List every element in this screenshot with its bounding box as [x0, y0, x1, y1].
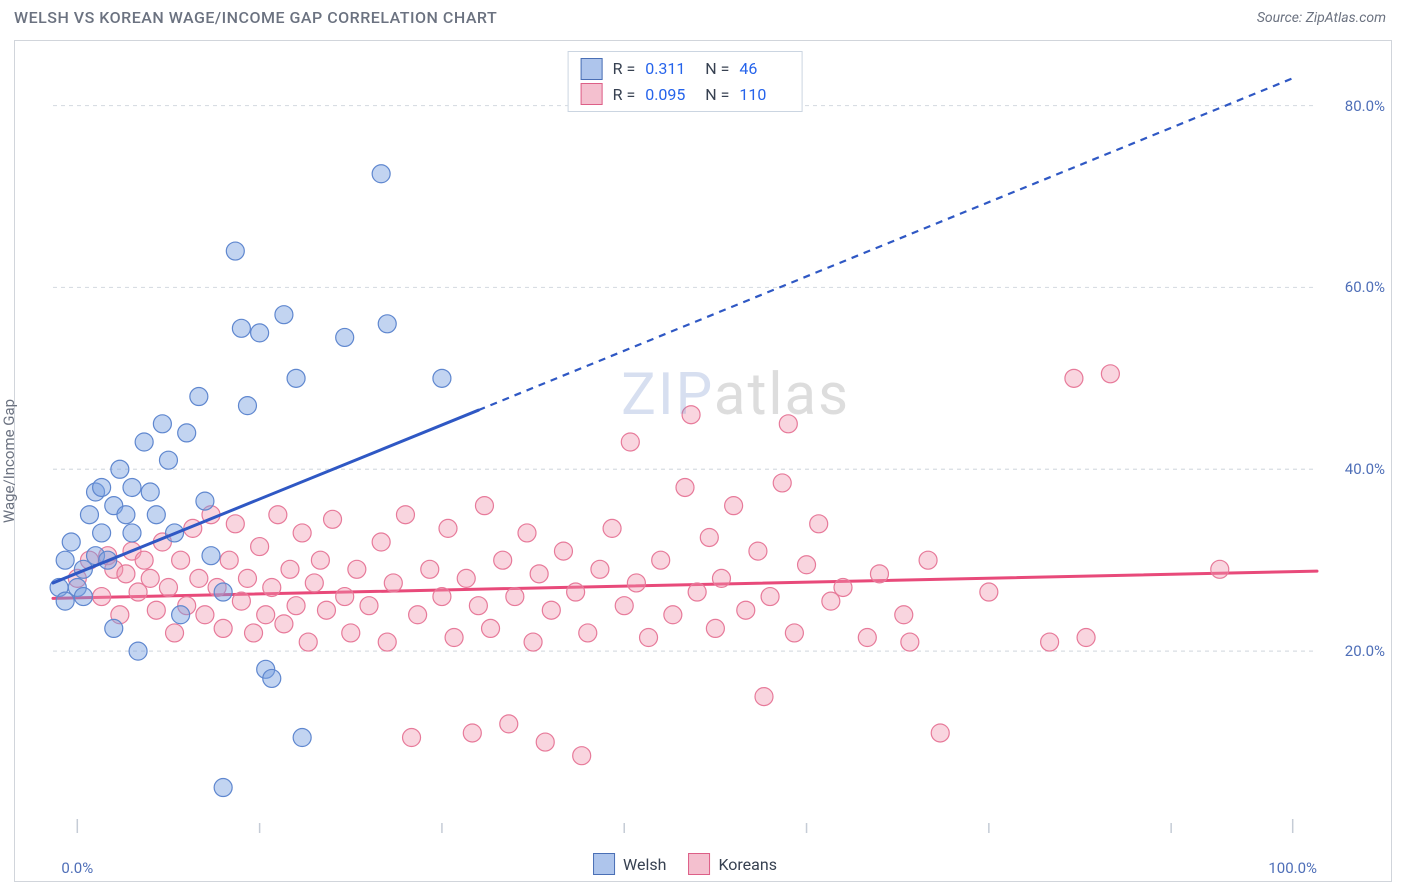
- chart-title: WELSH VS KOREAN WAGE/INCOME GAP CORRELAT…: [14, 8, 497, 27]
- swatch-welsh: [581, 58, 603, 80]
- welsh-r-value: 0.311: [645, 56, 695, 82]
- chart-source: Source: ZipAtlas.com: [1257, 10, 1386, 26]
- x-tick-label: 100.0%: [1268, 859, 1317, 877]
- n-label: N =: [705, 82, 729, 108]
- legend-swatch-koreans: [688, 853, 710, 875]
- y-tick-label: 20.0%: [1345, 642, 1385, 660]
- welsh-n-value: 46: [739, 56, 789, 82]
- y-axis-label: Wage/Income Gap: [0, 399, 18, 523]
- stats-legend-box: R = 0.311 N = 46 R = 0.095 N = 110: [568, 51, 803, 112]
- n-label: N =: [705, 56, 729, 82]
- scatter-plot: [53, 51, 1317, 833]
- legend-item-welsh: Welsh: [593, 853, 666, 875]
- legend-item-koreans: Koreans: [688, 853, 777, 875]
- swatch-koreans: [581, 83, 603, 105]
- chart-header: WELSH VS KOREAN WAGE/INCOME GAP CORRELAT…: [0, 0, 1406, 31]
- stats-row-koreans: R = 0.095 N = 110: [581, 82, 790, 108]
- koreans-r-value: 0.095: [645, 82, 695, 108]
- legend-swatch-welsh: [593, 853, 615, 875]
- r-label: R =: [613, 82, 636, 108]
- x-tick-label: 0.0%: [61, 859, 93, 877]
- stats-row-welsh: R = 0.311 N = 46: [581, 56, 790, 82]
- r-label: R =: [613, 56, 636, 82]
- plot-area: ZIPatlas R = 0.311 N = 46 R = 0.095 N = …: [53, 51, 1317, 833]
- legend-label-koreans: Koreans: [718, 855, 777, 874]
- y-tick-label: 60.0%: [1345, 278, 1385, 296]
- legend-label-welsh: Welsh: [623, 855, 666, 874]
- bottom-legend: Welsh Koreans: [593, 853, 777, 875]
- y-tick-label: 40.0%: [1345, 460, 1385, 478]
- chart-container: Wage/Income Gap ZIPatlas R = 0.311 N = 4…: [14, 40, 1392, 882]
- koreans-n-value: 110: [739, 82, 789, 108]
- y-tick-label: 80.0%: [1345, 97, 1385, 115]
